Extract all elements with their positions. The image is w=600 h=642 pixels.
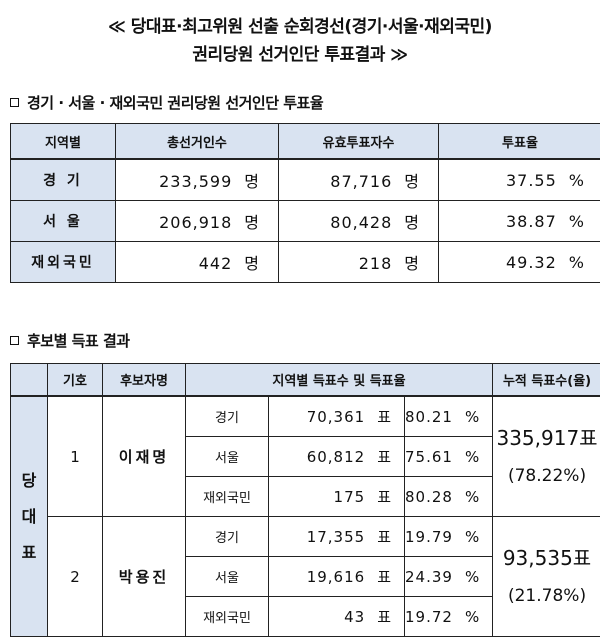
party-label-char: 대 — [21, 506, 37, 526]
section-heading-turnout: 경기 · 서울 · 재외국민 권리당원 선거인단 투표율 — [10, 92, 324, 113]
votes-cell: 17,355 표 — [268, 516, 405, 557]
voters-cell: 87,716 명 — [278, 158, 439, 201]
section-heading-text: 후보별 득표 결과 — [27, 332, 130, 350]
column-header: 총선거인수 — [115, 123, 279, 160]
table-header-row: 기호 후보자명 지역별 득표수 및 득표율 누적 득표수(율) — [10, 363, 600, 397]
table-header-row: 지역별 총선거인수 유효투표자수 투표율 — [10, 123, 600, 160]
party-label-char: 당 — [21, 470, 37, 490]
rate-cell: 80.21% — [403, 395, 494, 437]
candidate-number: 2 — [47, 516, 103, 637]
party-header — [10, 363, 48, 397]
table-row: 재외국민 442 명 218 명 49.32% — [10, 241, 600, 283]
column-header: 지역별 — [10, 123, 116, 160]
checkbox-bullet-icon — [10, 98, 19, 107]
votes-cell: 60,812 표 — [268, 436, 405, 477]
cumulative-votes: 93,535표 — [502, 545, 592, 570]
electors-cell: 206,918 명 — [115, 200, 279, 242]
region-cell: 서울 — [185, 436, 269, 477]
candidate-name: 이재명 — [102, 395, 186, 517]
turnout-cell: 38.87% — [438, 200, 600, 242]
page-title-line1: ≪ 당대표·최고위원 선출 순회경선(경기·서울·재외국민) — [108, 17, 492, 37]
table-row: 서울 60,812 표 75.61% — [11, 436, 600, 477]
votes-cell: 175 표 — [268, 476, 405, 517]
table-row: 2 박용진 경기 17,355 표 19.79% 93,535표 (21.78%) — [11, 516, 600, 637]
rate-cell: 19.72% — [403, 596, 494, 637]
votes-cell: 43 표 — [268, 596, 405, 637]
electors-cell: 233,599 명 — [115, 158, 279, 201]
page-title-line2: 권리당원 선거인단 투표결과 ≫ — [192, 45, 408, 65]
table-row: 서울 19,616 표 24.39% — [11, 556, 600, 597]
party-label-char: 표 — [21, 542, 37, 562]
rate-cell: 75.61% — [403, 436, 494, 477]
section-heading-text: 경기 · 서울 · 재외국민 권리당원 선거인단 투표율 — [27, 94, 324, 112]
cumulative-votes: 335,917표 — [496, 425, 598, 450]
cumulative-cell: 93,535표 (21.78%) — [492, 516, 600, 637]
table-row: 서 울 206,918 명 80,428 명 38.87% — [10, 200, 600, 242]
candidate-number: 1 — [47, 395, 103, 517]
column-header: 후보자명 — [102, 363, 186, 397]
column-header: 지역별 득표수 및 득표율 — [184, 363, 494, 397]
region-cell: 재외국민 — [185, 596, 269, 637]
turnout-cell: 37.55% — [438, 158, 600, 201]
cumulative-rate: (21.78%) — [507, 585, 587, 606]
votes-cell: 70,361 표 — [268, 395, 405, 437]
region-cell: 서울 — [185, 556, 269, 597]
region-cell: 경기 — [185, 516, 269, 557]
column-header: 기호 — [47, 363, 103, 397]
voters-cell: 80,428 명 — [278, 200, 439, 242]
table-row: 재외국민 43 표 19.72% — [11, 596, 600, 637]
cumulative-cell: 335,917표 (78.22%) — [492, 395, 600, 517]
candidate-name: 박용진 — [102, 516, 186, 637]
table-row: 재외국민 175 표 80.28% — [11, 476, 600, 517]
turnout-cell: 49.32% — [438, 241, 600, 283]
votes-cell: 19,616 표 — [268, 556, 405, 597]
cumulative-rate: (78.22%) — [507, 465, 587, 486]
column-header: 유효투표자수 — [278, 123, 439, 160]
column-header: 투표율 — [438, 123, 600, 160]
region-cell: 경 기 — [10, 158, 116, 201]
region-cell: 경기 — [185, 395, 269, 437]
rate-cell: 24.39% — [403, 556, 494, 597]
region-cell: 서 울 — [10, 200, 116, 242]
region-cell: 재외국민 — [10, 241, 116, 283]
section-heading-results: 후보별 득표 결과 — [10, 330, 130, 351]
rate-cell: 80.28% — [403, 476, 494, 517]
region-cell: 재외국민 — [185, 476, 269, 517]
turnout-table: 지역별 총선거인수 유효투표자수 투표율 경 기 233,599 명 87,716… — [10, 123, 600, 283]
electors-cell: 442 명 — [115, 241, 279, 283]
rate-cell: 19.79% — [403, 516, 494, 557]
voters-cell: 218 명 — [278, 241, 439, 283]
checkbox-bullet-icon — [10, 336, 19, 345]
column-header: 누적 득표수(율) — [492, 363, 600, 397]
table-row: 경 기 233,599 명 87,716 명 37.55% — [10, 158, 600, 201]
